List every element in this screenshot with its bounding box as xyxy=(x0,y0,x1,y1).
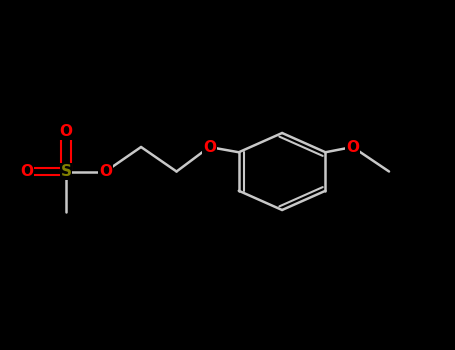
Text: S: S xyxy=(61,164,71,179)
Text: O: O xyxy=(203,140,216,154)
Text: O: O xyxy=(99,164,112,179)
Text: O: O xyxy=(346,140,359,154)
Text: O: O xyxy=(60,124,72,139)
Text: O: O xyxy=(20,164,33,179)
